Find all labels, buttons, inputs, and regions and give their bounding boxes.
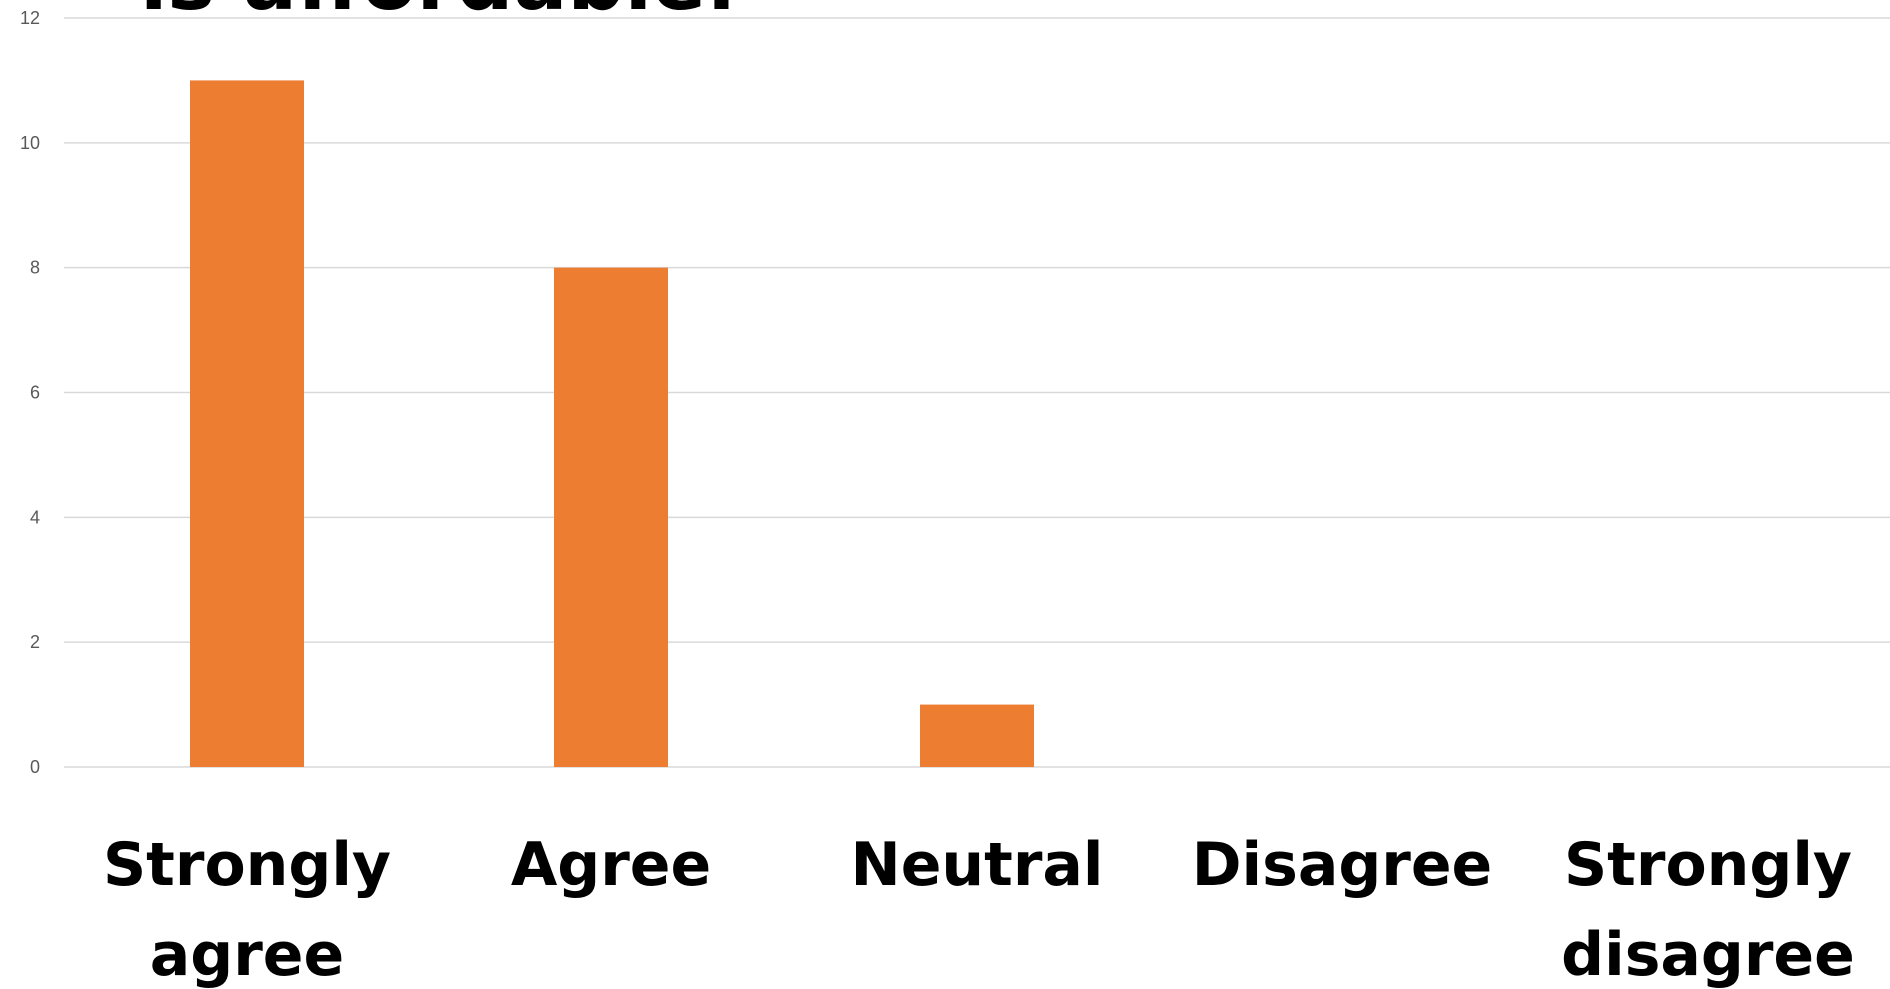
y-tick-label: 10	[20, 133, 40, 153]
bars	[190, 80, 1034, 767]
x-category-label: Strongly	[103, 830, 391, 900]
bar	[554, 267, 668, 767]
y-axis-ticks: 0 2 4 6 8 10 12	[20, 8, 40, 777]
bar	[920, 704, 1034, 767]
x-category-label: Strongly	[1564, 830, 1852, 900]
x-category-label: Disagree	[1192, 830, 1493, 900]
y-tick-label: 2	[30, 632, 40, 652]
y-tick-label: 4	[30, 507, 40, 527]
x-category-label: Agree	[511, 830, 711, 900]
chart-title: is affordable.	[140, 0, 737, 22]
bar	[190, 80, 304, 767]
y-tick-label: 0	[30, 757, 40, 777]
gridlines	[64, 17, 1890, 768]
x-category-label: agree	[150, 920, 344, 989]
y-tick-label: 12	[20, 8, 40, 28]
y-tick-label: 6	[30, 383, 40, 403]
x-category-label: disagree	[1561, 920, 1855, 989]
x-category-label: Neutral	[851, 830, 1104, 900]
y-tick-label: 8	[30, 258, 40, 278]
x-axis-categories: Strongly agree Agree Neutral Disagree Strongl…	[103, 830, 1855, 989]
